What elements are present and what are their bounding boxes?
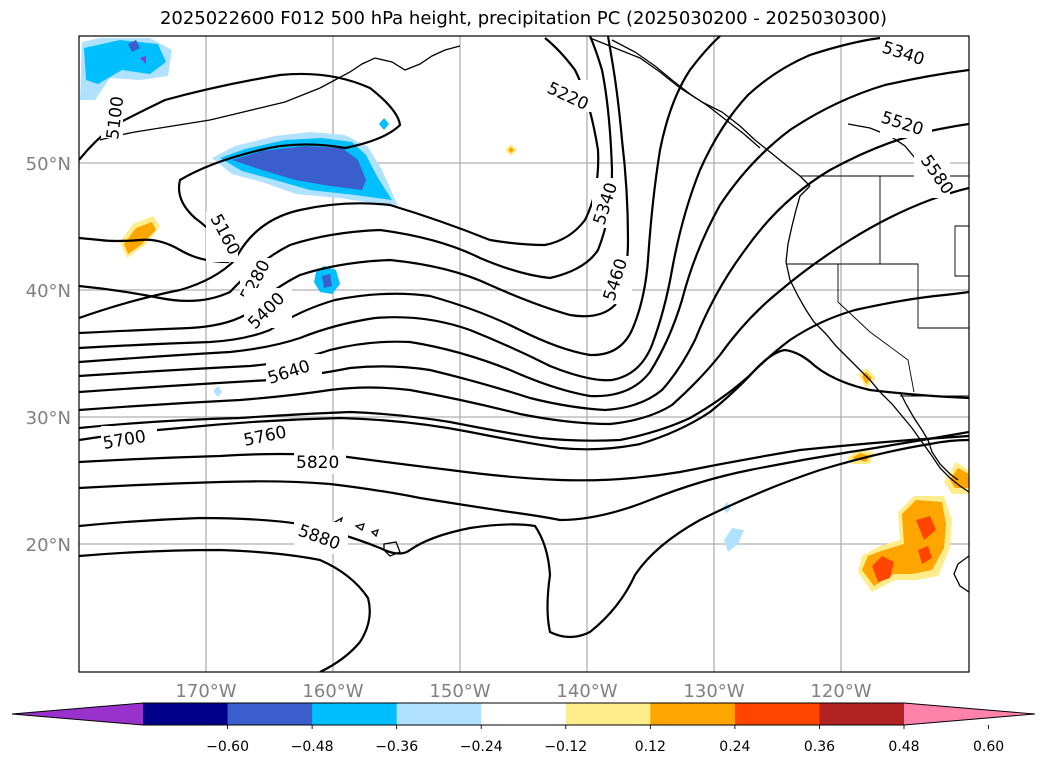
colorbar-label: −0.48 [291,739,334,755]
svg-text:5820: 5820 [296,453,339,473]
map-frame [78,35,970,673]
precip-positive [120,144,969,592]
colorbar: −0.60 −0.48 −0.36 −0.24 −0.12 0.12 0.24 0.36 0.4… [11,702,1036,755]
colorbar-label: 0.60 [973,739,1004,755]
colorbar-label: −0.24 [460,739,503,755]
contour-label: 5340 [879,38,932,70]
chart-title: 2025022600 F012 500 hPa height, precipit… [159,8,888,29]
lon-label: 140°W [556,681,617,702]
contour-label: 5820 [294,450,346,474]
colorbar-swatch [396,703,482,725]
colorbar-swatch [734,703,820,725]
contour-label: 5640 [265,354,322,389]
colorbar-extend-high [904,703,1035,725]
lon-label: 120°W [810,681,871,702]
lon-label: 150°W [429,681,490,702]
height-contours [79,36,969,672]
colorbar-swatch [565,703,651,725]
lon-label: 170°W [175,681,236,702]
contour-label: 5160 [206,211,244,262]
contour-label: 5880 [294,521,348,554]
contour-labels: 5100 5160 5220 5280 5340 5340 [101,38,957,554]
latitude-labels: 50°N 40°N 30°N 20°N [26,154,71,556]
colorbar-label: −0.60 [206,739,249,755]
lat-label: 40°N [26,281,71,302]
colorbar-swatch [143,703,229,725]
contour-label: 5760 [242,422,298,451]
contour-label: 5340 [590,178,624,228]
colorbar-label: 0.12 [635,739,666,755]
colorbar-swatch [650,703,736,725]
colorbar-outline [11,702,1036,726]
contour-label: 5700 [101,426,157,454]
colorbar-extend-low [12,703,143,725]
contour-label: 5220 [544,78,596,115]
map-area: 5100 5160 5220 5280 5340 5340 [79,36,969,672]
colorbar-label: 0.36 [804,739,835,755]
contour-label: 5520 [878,108,932,140]
contour-label: 5460 [600,256,632,304]
contour-label: 5580 [914,150,957,198]
lon-label: 160°W [302,681,363,702]
colorbar-swatch [227,703,313,725]
contour-label: 5100 [101,92,128,141]
colorbar-swatch [312,703,398,725]
colorbar-swatch [819,703,905,725]
lon-label: 130°W [683,681,744,702]
colorbar-label: 0.48 [888,739,919,755]
lat-label: 30°N [26,408,71,429]
colorbar-swatch [481,703,567,725]
colorbar-label: −0.36 [375,739,418,755]
colorbar-label: 0.24 [719,739,750,755]
lat-label: 20°N [26,535,71,556]
colorbar-label: −0.12 [544,739,587,755]
lat-label: 50°N [26,154,71,175]
longitude-labels: 170°W 160°W 150°W 140°W 130°W 120°W [175,681,871,702]
contour-label: 5400 [244,288,292,334]
coastlines [99,37,969,593]
political-borders [786,175,969,397]
